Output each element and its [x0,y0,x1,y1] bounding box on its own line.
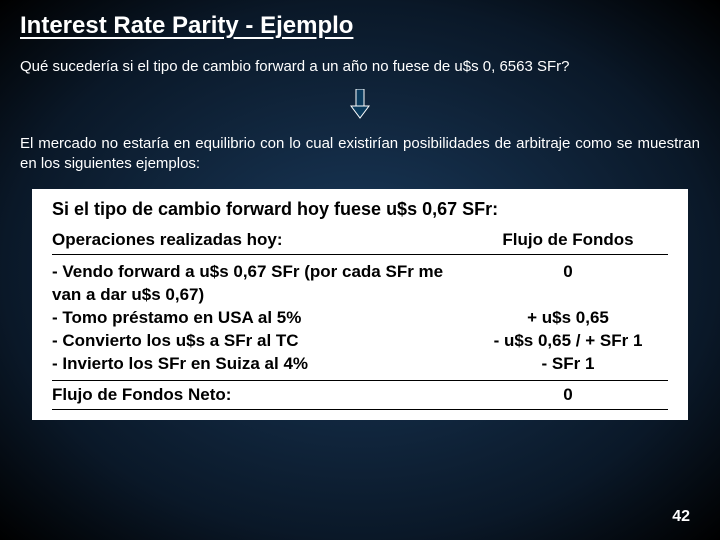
row-flow: - u$s 0,65 / + SFr 1 [468,330,668,353]
table-row: - Convierto los u$s a SFr al TC - u$s 0,… [52,330,668,353]
row-operation: - Tomo préstamo en USA al 5% [52,307,468,330]
row-flow: - SFr 1 [468,353,668,376]
table-row: - Vendo forward a u$s 0,67 SFr (por cada… [52,261,668,307]
col-header-right: Flujo de Fondos [468,230,668,250]
slide-title: Interest Rate Parity - Ejemplo [20,12,700,40]
table-body: - Vendo forward a u$s 0,67 SFr (por cada… [52,261,668,381]
row-operation: - Convierto los u$s a SFr al TC [52,330,468,353]
slide-subtitle: Qué sucedería si el tipo de cambio forwa… [20,58,700,75]
net-value: 0 [468,385,668,405]
table-header-row: Operaciones realizadas hoy: Flujo de Fon… [52,230,668,255]
row-operation: - Vendo forward a u$s 0,67 SFr (por cada… [52,261,468,307]
col-header-left: Operaciones realizadas hoy: [52,230,468,250]
row-flow: 0 [468,261,668,307]
table-row: - Tomo préstamo en USA al 5% + u$s 0,65 [52,307,668,330]
arbitrage-table: Si el tipo de cambio forward hoy fuese u… [32,189,688,420]
net-label: Flujo de Fondos Neto: [52,385,468,405]
table-row: - Invierto los SFr en Suiza al 4% - SFr … [52,353,668,376]
table-heading: Si el tipo de cambio forward hoy fuese u… [52,199,668,220]
arrow-down-icon [349,89,371,124]
page-number: 42 [672,508,690,526]
row-operation: - Invierto los SFr en Suiza al 4% [52,353,468,376]
row-flow: + u$s 0,65 [468,307,668,330]
arrow-container [20,89,700,124]
table-net-row: Flujo de Fondos Neto: 0 [52,385,668,410]
slide-body: El mercado no estaría en equilibrio con … [20,134,700,173]
